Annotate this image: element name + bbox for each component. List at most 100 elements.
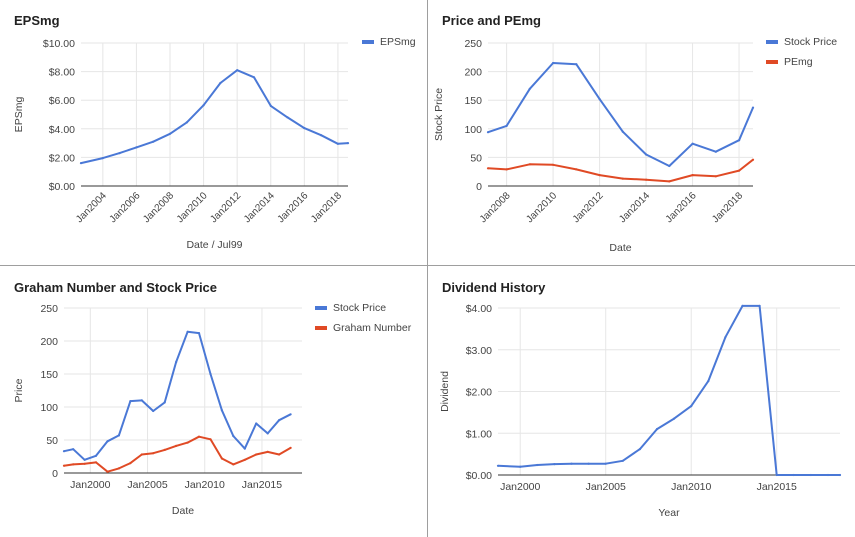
x-tick-label: Jan2014: [617, 190, 652, 225]
data-point: [62, 464, 66, 467]
data-point: [152, 140, 155, 143]
data-point: [668, 164, 671, 168]
data-point: [838, 473, 842, 477]
data-point: [94, 454, 98, 457]
data-point: [83, 462, 86, 465]
data-point: [152, 452, 155, 455]
data-point: [197, 332, 201, 335]
data-point: [286, 116, 289, 119]
data-point: [714, 150, 717, 153]
y-tick-label: $4.00: [49, 124, 75, 136]
x-tick-label: Jan2000: [500, 481, 540, 493]
data-point: [486, 167, 490, 170]
data-point: [528, 87, 531, 90]
legend-label: PEmg: [784, 56, 813, 68]
x-tick-label: Jan2004: [74, 190, 109, 225]
data-point: [243, 458, 246, 461]
data-point: [175, 444, 178, 447]
data-point: [587, 462, 590, 465]
data-point: [117, 434, 120, 437]
data-point: [101, 157, 104, 160]
data-point: [135, 146, 138, 149]
data-point: [690, 405, 693, 408]
series-line: [80, 69, 349, 165]
data-point: [668, 180, 671, 183]
data-point: [775, 473, 778, 477]
chart-title: Price and PEmg: [442, 13, 541, 28]
data-point: [72, 463, 75, 466]
y-tick-label: $4.00: [466, 303, 492, 315]
y-tick-label: 250: [464, 38, 482, 50]
data-point: [175, 361, 178, 364]
data-point: [94, 461, 98, 464]
y-tick-label: 50: [470, 152, 482, 164]
data-point: [519, 465, 522, 468]
data-point: [751, 158, 755, 161]
data-point: [758, 304, 761, 307]
y-tick-label: $10.00: [43, 38, 75, 50]
dividend-history-chart: Dividend History $0.00 $1.00 $2.00 $3.00 $4.0…: [439, 280, 842, 519]
x-tick-label: Jan2010: [175, 190, 210, 225]
data-point: [496, 464, 500, 467]
data-point: [826, 473, 830, 477]
x-axis-label: Date: [172, 505, 194, 517]
legend-swatch: [766, 60, 778, 64]
data-point: [62, 450, 66, 453]
data-point: [346, 142, 350, 145]
data-point: [714, 175, 717, 178]
data-point: [621, 177, 624, 180]
data-point: [320, 134, 323, 137]
data-point: [255, 422, 258, 425]
y-tick-label: 0: [476, 181, 482, 193]
y-axis-label: Stock Price: [433, 88, 445, 141]
legend-swatch: [315, 306, 327, 310]
data-point: [598, 98, 601, 101]
data-point: [621, 130, 624, 133]
data-point: [106, 440, 109, 443]
y-tick-label: 50: [46, 435, 58, 447]
data-point: [266, 450, 269, 453]
data-point: [707, 380, 710, 383]
y-tick-label: $8.00: [49, 67, 75, 79]
legend-swatch: [362, 40, 374, 44]
price-pemg-chart: Price and PEmg 0 50 100 150 200 250 Jan2008 Jan2…: [433, 13, 837, 254]
data-point: [168, 132, 172, 135]
data-point: [505, 124, 508, 127]
data-point: [209, 438, 212, 441]
data-point: [185, 121, 188, 124]
legend-swatch: [766, 40, 778, 44]
graham-number-chart: Graham Number and Stock Price 0 50 100 150 20…: [13, 280, 412, 517]
data-point: [655, 428, 659, 431]
y-tick-label: 100: [464, 124, 482, 136]
data-point: [809, 473, 812, 477]
data-point: [129, 462, 132, 465]
y-tick-label: 0: [52, 468, 58, 480]
y-tick-label: $0.00: [49, 181, 75, 193]
x-tick-label: Jan2010: [185, 479, 225, 491]
horizontal-divider: [0, 265, 855, 266]
y-tick-label: $1.00: [466, 428, 492, 440]
y-axis-label: EPSmg: [13, 97, 25, 133]
data-point: [232, 463, 235, 466]
x-tick-label: Jan2010: [671, 481, 711, 493]
y-tick-label: $6.00: [49, 95, 75, 107]
data-point: [202, 104, 205, 107]
chart-title: Graham Number and Stock Price: [14, 280, 217, 295]
data-point: [118, 152, 121, 155]
data-point: [336, 142, 339, 145]
y-tick-label: $2.00: [49, 152, 75, 164]
y-tick-label: $0.00: [466, 470, 492, 482]
data-point: [570, 462, 573, 465]
x-tick-label: Jan2014: [242, 190, 277, 225]
x-tick-label: Jan2006: [108, 190, 143, 225]
chart-title: Dividend History: [442, 280, 546, 295]
data-point: [575, 168, 578, 171]
y-tick-label: 150: [464, 95, 482, 107]
data-point: [269, 104, 272, 107]
y-tick-label: 250: [40, 303, 58, 315]
data-point: [220, 409, 223, 412]
data-point: [289, 446, 292, 449]
y-tick-label: $3.00: [466, 345, 492, 357]
data-point: [751, 106, 755, 109]
